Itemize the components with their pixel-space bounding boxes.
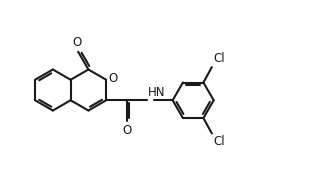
Text: O: O xyxy=(72,36,81,49)
Text: O: O xyxy=(109,72,118,85)
Text: HN: HN xyxy=(148,86,166,99)
Text: Cl: Cl xyxy=(213,135,225,148)
Text: Cl: Cl xyxy=(213,52,225,65)
Text: O: O xyxy=(122,124,131,137)
